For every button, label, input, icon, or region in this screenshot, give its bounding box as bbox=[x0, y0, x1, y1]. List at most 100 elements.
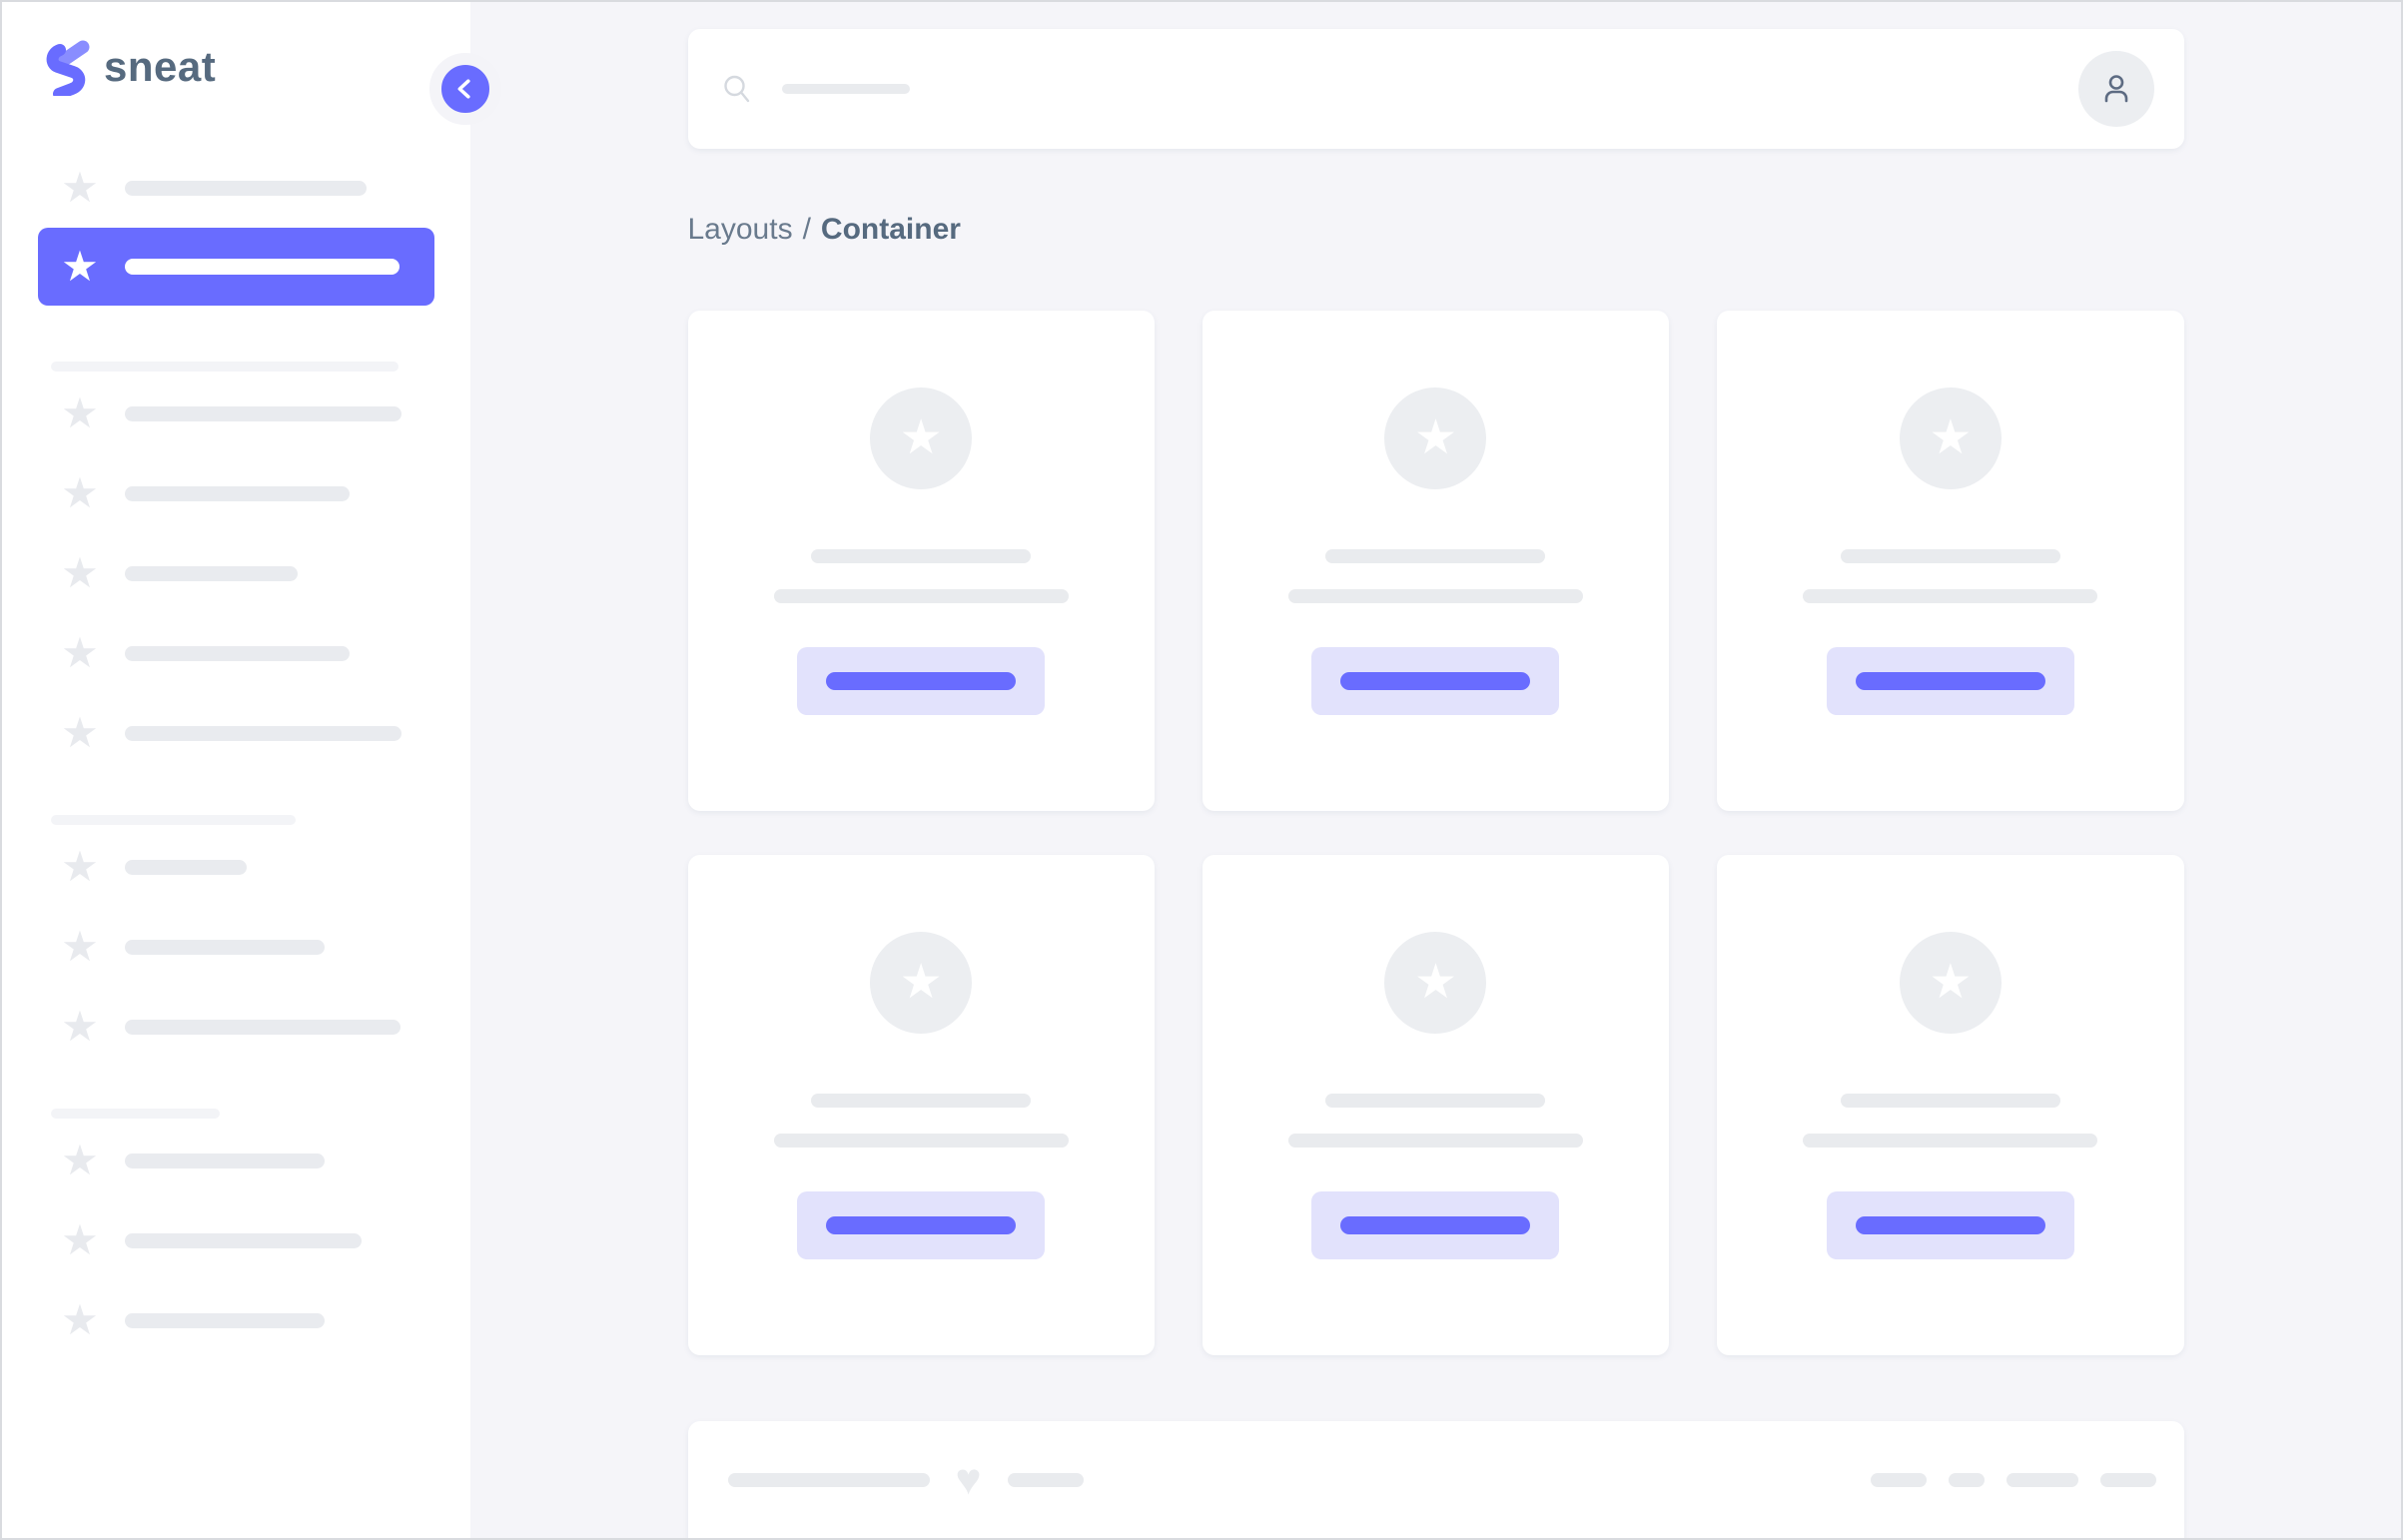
sidebar-item-label-skeleton bbox=[125, 1019, 400, 1035]
pagination-pill-skeleton bbox=[1948, 1473, 1985, 1487]
card-avatar: ★ bbox=[870, 932, 973, 1034]
card-avatar: ★ bbox=[1899, 932, 2002, 1034]
sidebar-item-label-skeleton bbox=[125, 645, 350, 661]
breadcrumb: Layouts / Container bbox=[688, 213, 2184, 247]
star-icon: ★ bbox=[61, 1216, 99, 1263]
heart-icon: ♥ bbox=[955, 1455, 982, 1504]
content-card: ★ bbox=[687, 311, 1155, 811]
pagination-card: ♥ bbox=[687, 1421, 2184, 1538]
card-title-skeleton bbox=[1325, 1094, 1546, 1108]
star-icon: ★ bbox=[61, 629, 99, 676]
sidebar-item[interactable]: ★ bbox=[38, 707, 434, 759]
pagination-pill-skeleton bbox=[1870, 1473, 1927, 1487]
card-title-skeleton bbox=[1840, 1094, 2060, 1108]
button-label-skeleton bbox=[826, 1216, 1017, 1234]
sidebar-item[interactable]: ★ bbox=[38, 162, 434, 214]
button-label-skeleton bbox=[826, 672, 1017, 690]
card-action-button[interactable] bbox=[1826, 1191, 2074, 1259]
sidebar-item[interactable]: ★ bbox=[38, 921, 434, 973]
breadcrumb-link-layouts[interactable]: Layouts bbox=[687, 213, 793, 246]
sidebar-item-label-skeleton bbox=[125, 565, 298, 581]
card-avatar: ★ bbox=[1384, 932, 1487, 1034]
card-text-skeleton bbox=[1287, 1134, 1583, 1148]
breadcrumb-current-page: Container bbox=[820, 213, 961, 246]
card-avatar: ★ bbox=[1384, 387, 1487, 489]
content-card: ★ bbox=[1202, 855, 1670, 1355]
sidebar-item-label-skeleton bbox=[125, 1232, 362, 1248]
sidebar-item-label-skeleton bbox=[125, 180, 367, 196]
button-label-skeleton bbox=[1340, 1216, 1531, 1234]
card-action-button[interactable] bbox=[797, 1191, 1046, 1259]
sidebar-item[interactable]: ★ bbox=[38, 1214, 434, 1266]
content-card: ★ bbox=[1202, 311, 1670, 811]
card-text-skeleton bbox=[1287, 589, 1583, 603]
star-icon: ★ bbox=[61, 1003, 99, 1050]
star-icon: ★ bbox=[899, 411, 943, 464]
card-action-button[interactable] bbox=[1311, 647, 1560, 715]
main-area: Layouts / Container ★ ★ ★ ★ ★ ★ ♥ bbox=[470, 2, 2401, 1538]
card-grid: ★ ★ ★ ★ ★ ★ bbox=[687, 311, 2184, 1355]
button-label-skeleton bbox=[1855, 1216, 2045, 1234]
footer-left-group: ♥ bbox=[727, 1455, 1084, 1504]
button-label-skeleton bbox=[1340, 672, 1531, 690]
card-text-skeleton bbox=[773, 1134, 1069, 1148]
star-icon: ★ bbox=[61, 1137, 99, 1183]
card-text-skeleton bbox=[1803, 589, 2098, 603]
sidebar-item[interactable]: ★ bbox=[38, 547, 434, 599]
sidebar-section-divider bbox=[51, 362, 399, 372]
app-name: sneat bbox=[104, 43, 217, 90]
star-icon: ★ bbox=[61, 549, 99, 596]
footer-right-group bbox=[1849, 1473, 2156, 1487]
sidebar-item[interactable]: ★ bbox=[38, 467, 434, 519]
sidebar-item-label-skeleton bbox=[125, 259, 400, 275]
star-icon: ★ bbox=[1929, 956, 1973, 1009]
global-search-bar[interactable] bbox=[687, 29, 2184, 149]
star-icon: ★ bbox=[1929, 411, 1973, 464]
sidebar-item[interactable]: ★ bbox=[38, 841, 434, 893]
card-text-skeleton bbox=[773, 589, 1069, 603]
sidebar-item[interactable]: ★ bbox=[38, 1001, 434, 1053]
star-icon: ★ bbox=[899, 956, 943, 1009]
content-card: ★ bbox=[1717, 855, 2184, 1355]
card-action-button[interactable] bbox=[1311, 1191, 1560, 1259]
brand-logo[interactable]: sneat bbox=[2, 2, 470, 96]
sidebar: sneat ★ ★ ★ ★ ★ ★ ★ ★ ★ ★ ★ ★ ★ bbox=[2, 2, 470, 1538]
sidebar-item-label-skeleton bbox=[125, 1312, 325, 1328]
star-icon: ★ bbox=[61, 469, 99, 516]
content-card: ★ bbox=[1717, 311, 2184, 811]
star-icon: ★ bbox=[1413, 956, 1457, 1009]
sidebar-item-label-skeleton bbox=[125, 485, 350, 501]
sidebar-item-active[interactable]: ★ bbox=[38, 228, 434, 306]
pagination-pill-skeleton bbox=[2005, 1473, 2078, 1487]
star-icon: ★ bbox=[61, 389, 99, 436]
sidebar-collapse-button[interactable] bbox=[429, 53, 501, 125]
pagination-pill-skeleton bbox=[2099, 1473, 2156, 1487]
card-title-skeleton bbox=[1325, 549, 1546, 563]
sidebar-item[interactable]: ★ bbox=[38, 387, 434, 439]
search-icon bbox=[723, 75, 749, 103]
sidebar-menu: ★ ★ ★ ★ ★ ★ ★ ★ ★ ★ ★ ★ ★ bbox=[2, 162, 470, 1346]
sidebar-section-divider bbox=[51, 815, 296, 825]
breadcrumb-separator: / bbox=[802, 213, 811, 246]
star-icon: ★ bbox=[61, 1296, 99, 1343]
person-icon bbox=[2104, 75, 2127, 103]
sidebar-item[interactable]: ★ bbox=[38, 627, 434, 679]
footer-text-skeleton bbox=[727, 1473, 930, 1487]
footer-text-skeleton bbox=[1007, 1473, 1084, 1487]
card-text-skeleton bbox=[1803, 1134, 2098, 1148]
button-label-skeleton bbox=[1855, 672, 2045, 690]
sidebar-item-label-skeleton bbox=[125, 1153, 325, 1168]
star-icon: ★ bbox=[61, 709, 99, 756]
card-action-button[interactable] bbox=[1826, 647, 2074, 715]
chevron-left-icon bbox=[457, 79, 470, 99]
user-avatar-button[interactable] bbox=[2077, 51, 2154, 127]
sidebar-item-label-skeleton bbox=[125, 859, 247, 875]
sidebar-item[interactable]: ★ bbox=[38, 1294, 434, 1346]
sidebar-item[interactable]: ★ bbox=[38, 1135, 434, 1186]
star-icon: ★ bbox=[61, 843, 99, 890]
card-action-button[interactable] bbox=[797, 647, 1046, 715]
card-avatar: ★ bbox=[870, 387, 973, 489]
sidebar-item-label-skeleton bbox=[125, 939, 325, 955]
search-placeholder-skeleton bbox=[781, 84, 910, 94]
